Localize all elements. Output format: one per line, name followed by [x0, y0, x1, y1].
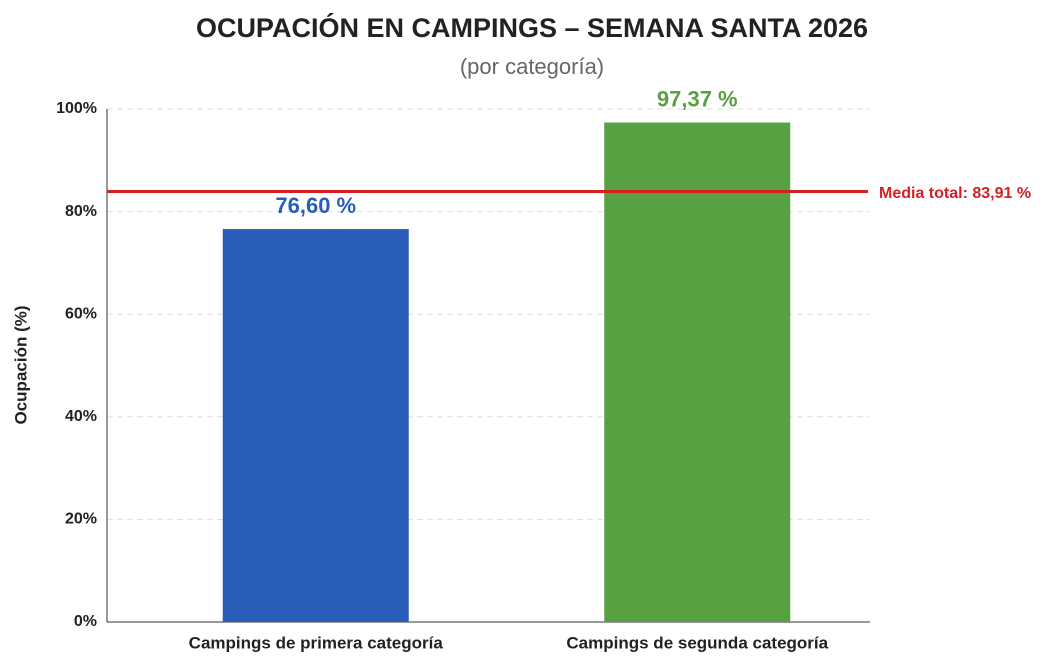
x-tick-label: Campings de segunda categoría [566, 633, 828, 652]
bar [604, 122, 791, 623]
y-tick-label: 40% [65, 408, 97, 425]
chart-subtitle: (por categoría) [460, 54, 604, 79]
x-tick-label: Campings de primera categoría [189, 633, 444, 652]
y-tick-label: 0% [74, 613, 97, 630]
chart-title: OCUPACIÓN EN CAMPINGS – SEMANA SANTA 202… [196, 12, 868, 43]
y-axis-label: Ocupación (%) [11, 305, 30, 424]
y-tick-label: 100% [56, 100, 97, 117]
bar [222, 229, 409, 623]
y-tick-label: 20% [65, 511, 97, 528]
reference-label: Media total: 83,91 % [879, 185, 1031, 202]
value-label: 76,60 % [275, 193, 356, 218]
y-tick-label: 80% [65, 203, 97, 220]
y-tick-label: 60% [65, 305, 97, 322]
value-label: 97,37 % [657, 86, 738, 111]
